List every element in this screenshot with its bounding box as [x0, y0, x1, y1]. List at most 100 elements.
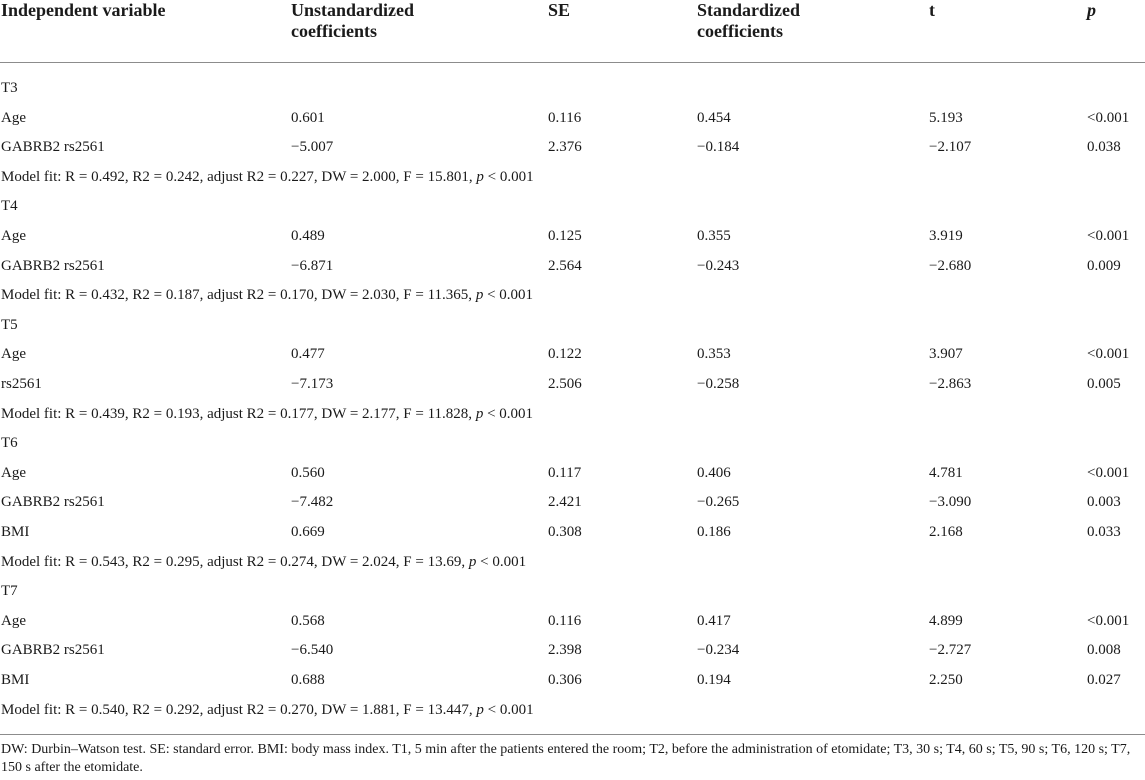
cell-variable: rs2561: [1, 376, 42, 392]
cell-unstandardized: −7.173: [291, 376, 334, 392]
cell-se: 0.117: [548, 464, 582, 481]
cell-unstandardized: 0.489: [291, 228, 325, 244]
section-label: T7: [1, 583, 18, 600]
cell-standardized: −0.258: [697, 376, 740, 392]
cell-standardized: 0.353: [697, 346, 731, 363]
cell-se: 2.506: [548, 376, 582, 392]
cell-t: −2.863: [929, 376, 972, 392]
cell-unstandardized: −7.482: [291, 494, 334, 511]
table-row: GABRB2 rs2561 −5.007 2.376 −0.184 −2.107 0.03…: [0, 133, 1145, 162]
cell-variable: Age: [1, 228, 26, 244]
cell-standardized: 0.406: [697, 464, 731, 481]
cell-standardized: 0.186: [697, 524, 731, 540]
cell-t: 4.899: [929, 612, 963, 629]
table-row: Age 0.489 0.125 0.355 3.919 <0.001: [0, 222, 1145, 251]
cell-variable: GABRB2 rs2561: [1, 642, 105, 659]
table-row: GABRB2 rs2561 −6.540 2.398 −0.234 −2.727 0.00…: [0, 636, 1145, 665]
cell-se: 2.421: [548, 494, 582, 511]
table-row: Age 0.560 0.117 0.406 4.781 <0.001: [0, 459, 1145, 488]
cell-se: 0.116: [548, 109, 582, 126]
cell-standardized: 0.194: [697, 672, 731, 688]
cell-unstandardized: 0.560: [291, 464, 325, 481]
cell-t: 5.193: [929, 109, 963, 126]
cell-p: 0.009: [1087, 257, 1121, 274]
cell-standardized: 0.454: [697, 109, 731, 126]
cell-unstandardized: −5.007: [291, 139, 334, 156]
cell-p: 0.005: [1087, 376, 1121, 392]
cell-t: 2.168: [929, 524, 963, 540]
cell-standardized: −0.243: [697, 257, 740, 274]
header-t: t: [929, 0, 935, 20]
cell-t: −3.090: [929, 494, 972, 511]
model-fit-row: Model fit: R = 0.540, R2 = 0.292, adjust…: [0, 696, 1145, 725]
section-label-row: T3: [0, 74, 1145, 103]
model-fit-row: Model fit: R = 0.439, R2 = 0.193, adjust…: [0, 400, 1145, 429]
model-fit-text: Model fit: R = 0.492, R2 = 0.242, adjust…: [1, 168, 534, 185]
table-row: GABRB2 rs2561 −6.871 2.564 −0.243 −2.680 0.00…: [0, 252, 1145, 281]
model-fit-row: Model fit: R = 0.543, R2 = 0.295, adjust…: [0, 548, 1145, 577]
section-label: T3: [1, 80, 18, 96]
cell-se: 0.116: [548, 612, 582, 629]
cell-se: 2.564: [548, 257, 582, 274]
section-label-row: T5: [0, 311, 1145, 340]
model-fit-text: Model fit: R = 0.540, R2 = 0.292, adjust…: [1, 701, 534, 718]
cell-se: 0.122: [548, 346, 582, 363]
cell-variable: Age: [1, 346, 26, 363]
cell-t: −2.107: [929, 139, 972, 156]
cell-standardized: −0.265: [697, 494, 740, 511]
cell-unstandardized: 0.601: [291, 109, 325, 126]
cell-unstandardized: 0.477: [291, 346, 325, 363]
cell-variable: BMI: [1, 524, 30, 540]
section-label-row: T7: [0, 577, 1145, 606]
cell-p: <0.001: [1087, 346, 1130, 363]
cell-t: −2.727: [929, 642, 972, 659]
table-row: Age 0.568 0.116 0.417 4.899 <0.001: [0, 607, 1145, 636]
header-unstandardized-coefficients: Unstandardized coefficients: [291, 0, 415, 41]
cell-se: 0.306: [548, 672, 582, 688]
table-bottom-rule: [0, 734, 1145, 735]
section-label-row: T4: [0, 192, 1145, 221]
cell-t: −2.680: [929, 257, 972, 274]
cell-se: 2.398: [548, 642, 582, 659]
cell-variable: GABRB2 rs2561: [1, 494, 105, 511]
cell-p: 0.003: [1087, 494, 1121, 511]
cell-t: 2.250: [929, 672, 963, 688]
cell-p: 0.033: [1087, 524, 1121, 540]
model-fit-text: Model fit: R = 0.543, R2 = 0.295, adjust…: [1, 553, 527, 570]
cell-se: 0.125: [548, 228, 582, 244]
cell-p: <0.001: [1087, 109, 1130, 126]
cell-unstandardized: −6.540: [291, 642, 334, 659]
model-fit-row: Model fit: R = 0.432, R2 = 0.187, adjust…: [0, 281, 1145, 310]
table-row: Age 0.601 0.116 0.454 5.193 <0.001: [0, 104, 1145, 133]
cell-standardized: −0.234: [697, 642, 740, 659]
cell-variable: GABRB2 rs2561: [1, 139, 105, 156]
table-row: rs2561 −7.173 2.506 −0.258 −2.863 0.005: [0, 370, 1145, 399]
cell-unstandardized: 0.669: [291, 524, 325, 540]
cell-p: 0.008: [1087, 642, 1121, 659]
section-label-row: T6: [0, 429, 1145, 458]
cell-se: 2.376: [548, 139, 582, 156]
header-independent-variable: Independent variable: [1, 0, 166, 20]
table-header: Independent variable Unstandardized coef…: [0, 0, 1145, 63]
cell-variable: Age: [1, 464, 26, 481]
table-footnote: DW: Durbin–Watson test. SE: standard err…: [1, 742, 1131, 775]
header-se: SE: [548, 0, 571, 20]
cell-standardized: 0.417: [697, 612, 731, 629]
cell-variable: Age: [1, 612, 26, 629]
cell-p: <0.001: [1087, 464, 1130, 481]
cell-unstandardized: −6.871: [291, 257, 334, 274]
cell-se: 0.308: [548, 524, 582, 540]
cell-p: <0.001: [1087, 228, 1130, 244]
table-row: Age 0.477 0.122 0.353 3.907 <0.001: [0, 340, 1145, 369]
table-row: GABRB2 rs2561 −7.482 2.421 −0.265 −3.090 0.00…: [0, 488, 1145, 517]
cell-variable: GABRB2 rs2561: [1, 257, 105, 274]
cell-standardized: 0.355: [697, 228, 731, 244]
cell-unstandardized: 0.688: [291, 672, 325, 688]
cell-t: 4.781: [929, 464, 963, 481]
cell-p: 0.038: [1087, 139, 1121, 156]
header-standardized-coefficients: Standardized coefficients: [697, 0, 801, 41]
cell-variable: BMI: [1, 672, 30, 688]
header-p: p: [1087, 0, 1096, 20]
table-row: BMI 0.688 0.306 0.194 2.250 0.027: [0, 666, 1145, 695]
